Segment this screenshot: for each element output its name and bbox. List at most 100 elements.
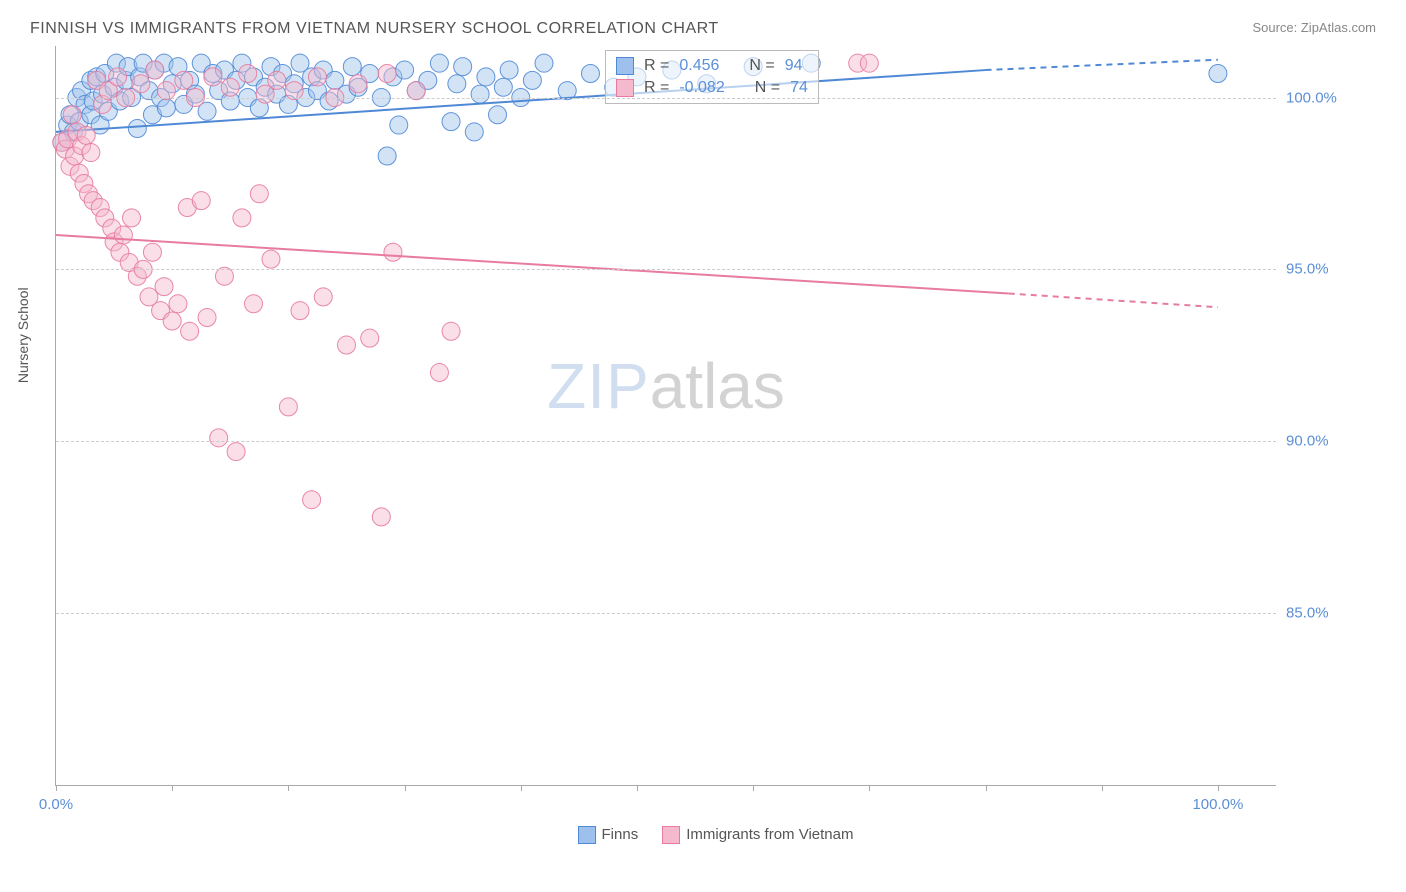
legend-swatch: [578, 826, 596, 844]
data-point: [128, 119, 146, 137]
data-point: [465, 123, 483, 141]
data-point: [448, 75, 466, 93]
legend-swatch: [616, 79, 634, 97]
header: FINNISH VS IMMIGRANTS FROM VIETNAM NURSE…: [0, 0, 1406, 46]
data-point: [268, 71, 286, 89]
data-point: [860, 54, 878, 72]
data-point: [471, 85, 489, 103]
data-point: [494, 78, 512, 96]
data-point: [1209, 64, 1227, 82]
x-tick: [869, 785, 870, 791]
data-point: [262, 250, 280, 268]
legend-row: R = -0.082 N = 74: [616, 77, 808, 99]
data-point: [372, 508, 390, 526]
legend-row: R = 0.456 N = 94: [616, 55, 808, 77]
data-point: [442, 113, 460, 131]
n-label: N =: [755, 79, 780, 97]
chart-title: FINNISH VS IMMIGRANTS FROM VIETNAM NURSE…: [30, 20, 719, 38]
data-point: [198, 309, 216, 327]
r-value: 0.456: [679, 57, 719, 75]
data-point: [581, 64, 599, 82]
data-point: [378, 147, 396, 165]
data-point: [535, 54, 553, 72]
gridline: [56, 613, 1276, 614]
plot-svg: [56, 46, 1276, 785]
n-value: 74: [790, 79, 808, 97]
n-label: N =: [749, 57, 774, 75]
data-point: [489, 106, 507, 124]
data-point: [239, 64, 257, 82]
x-tick: [172, 785, 173, 791]
r-label: R =: [644, 57, 669, 75]
data-point: [250, 185, 268, 203]
y-axis-title: Nursery School: [15, 287, 31, 383]
n-value: 94: [785, 57, 803, 75]
trend-line: [56, 235, 1009, 293]
x-tick-label: 0.0%: [39, 796, 73, 813]
data-point: [378, 64, 396, 82]
data-point: [221, 78, 239, 96]
data-point: [279, 398, 297, 416]
data-point: [303, 491, 321, 509]
data-point: [430, 54, 448, 72]
data-point: [210, 429, 228, 447]
legend-label: Finns: [602, 826, 639, 843]
data-point: [157, 99, 175, 117]
data-point: [349, 75, 367, 93]
x-tick: [1218, 785, 1219, 791]
data-point: [204, 68, 222, 86]
gridline: [56, 441, 1276, 442]
data-point: [82, 144, 100, 162]
data-point: [146, 61, 164, 79]
correlation-legend: R = 0.456 N = 94 R = -0.082 N = 74: [605, 50, 819, 104]
data-point: [169, 295, 187, 313]
y-tick-label: 100.0%: [1286, 89, 1366, 106]
trend-line-extrapolated: [1009, 293, 1218, 307]
data-point: [523, 71, 541, 89]
data-point: [500, 61, 518, 79]
data-point: [477, 68, 495, 86]
data-point: [396, 61, 414, 79]
data-point: [181, 322, 199, 340]
data-point: [430, 364, 448, 382]
data-point: [114, 226, 132, 244]
data-point: [163, 312, 181, 330]
y-tick-label: 90.0%: [1286, 433, 1366, 450]
data-point: [384, 243, 402, 261]
legend-swatch: [662, 826, 680, 844]
data-point: [192, 192, 210, 210]
data-point: [233, 209, 251, 227]
x-tick: [288, 785, 289, 791]
data-point: [109, 68, 127, 86]
x-tick: [56, 785, 57, 791]
data-point: [123, 209, 141, 227]
data-point: [314, 288, 332, 306]
plot-area: ZIPatlas R =0.456N =94R =-0.082N =74 85.…: [55, 46, 1276, 786]
r-label: R =: [644, 79, 669, 97]
data-point: [175, 71, 193, 89]
r-value: -0.082: [679, 79, 724, 97]
series-legend: Finns Immigrants from Vietnam: [578, 826, 854, 844]
chart-container: Nursery School ZIPatlas R =0.456N =94R =…: [55, 46, 1376, 816]
data-point: [308, 68, 326, 86]
y-tick-label: 95.0%: [1286, 261, 1366, 278]
data-point: [337, 336, 355, 354]
x-tick: [753, 785, 754, 791]
data-point: [454, 58, 472, 76]
data-point: [227, 443, 245, 461]
data-point: [143, 243, 161, 261]
x-tick: [986, 785, 987, 791]
data-point: [291, 302, 309, 320]
data-point: [63, 106, 81, 124]
gridline: [56, 269, 1276, 270]
legend-label: Immigrants from Vietnam: [686, 826, 853, 843]
legend-swatch: [616, 57, 634, 75]
legend-item: Immigrants from Vietnam: [662, 826, 853, 844]
data-point: [245, 295, 263, 313]
data-point: [442, 322, 460, 340]
y-tick-label: 85.0%: [1286, 605, 1366, 622]
data-point: [343, 58, 361, 76]
data-point: [390, 116, 408, 134]
x-tick: [521, 785, 522, 791]
source-label: Source: ZipAtlas.com: [1252, 20, 1376, 35]
